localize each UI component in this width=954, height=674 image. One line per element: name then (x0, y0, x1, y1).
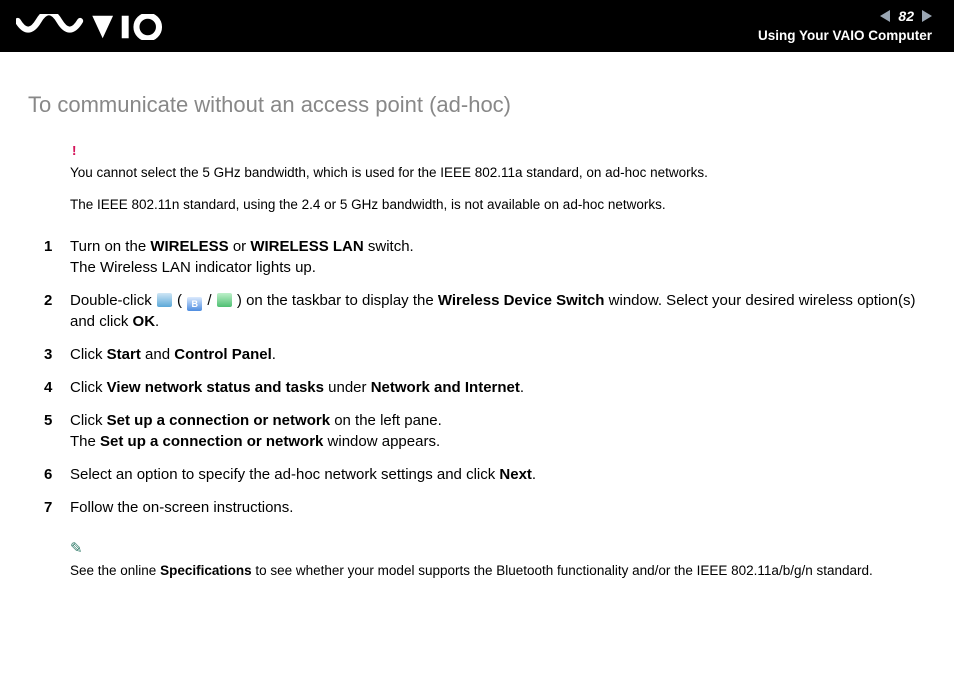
step-7: 7 Follow the on-screen instructions. (28, 497, 926, 518)
step-4: 4 Click View network status and tasks un… (28, 377, 926, 398)
step-body: Click Set up a connection or network on … (70, 410, 926, 452)
page-number: 82 (894, 8, 918, 24)
step-6: 6 Select an option to specify the ad-hoc… (28, 464, 926, 485)
step-number: 3 (28, 344, 70, 365)
step-body: Click Start and Control Panel. (70, 344, 926, 365)
warning-note: ! You cannot select the 5 GHz bandwidth,… (70, 142, 926, 214)
step-body: Click View network status and tasks unde… (70, 377, 926, 398)
next-page-arrow-icon[interactable] (922, 10, 932, 22)
taskbar-bluetooth-icon: B (187, 297, 202, 311)
step-number: 6 (28, 464, 70, 485)
step-1: 1 Turn on the WIRELESS or WIRELESS LAN s… (28, 236, 926, 278)
step-body: Turn on the WIRELESS or WIRELESS LAN swi… (70, 236, 926, 278)
step-2: 2 Double-click ( B / ) on the taskbar to… (28, 290, 926, 332)
warning-line1: You cannot select the 5 GHz bandwidth, w… (70, 165, 708, 180)
step-number: 1 (28, 236, 70, 278)
taskbar-wireless-icon (157, 293, 172, 307)
step-body: Follow the on-screen instructions. (70, 497, 926, 518)
section-label: Using Your VAIO Computer (758, 28, 932, 43)
step-5: 5 Click Set up a connection or network o… (28, 410, 926, 452)
page-header: 82 Using Your VAIO Computer (0, 0, 954, 52)
prev-page-arrow-icon[interactable] (880, 10, 890, 22)
warning-icon: ! (70, 142, 926, 162)
steps-list: 1 Turn on the WIRELESS or WIRELESS LAN s… (28, 236, 926, 518)
step-number: 2 (28, 290, 70, 332)
page-title: To communicate without an access point (… (28, 92, 926, 118)
step-number: 5 (28, 410, 70, 452)
vaio-logo (16, 14, 163, 40)
pencil-icon: ✎ (70, 538, 926, 560)
step-number: 7 (28, 497, 70, 518)
step-3: 3 Click Start and Control Panel. (28, 344, 926, 365)
step-body: Select an option to specify the ad-hoc n… (70, 464, 926, 485)
page-content: To communicate without an access point (… (0, 52, 954, 581)
warning-line2: The IEEE 802.11n standard, using the 2.4… (70, 195, 926, 215)
pager: 82 (880, 8, 932, 24)
step-body: Double-click ( B / ) on the taskbar to d… (70, 290, 926, 332)
taskbar-lan-icon (217, 293, 232, 307)
footnote: ✎ See the online Specifications to see w… (70, 538, 926, 580)
step-number: 4 (28, 377, 70, 398)
